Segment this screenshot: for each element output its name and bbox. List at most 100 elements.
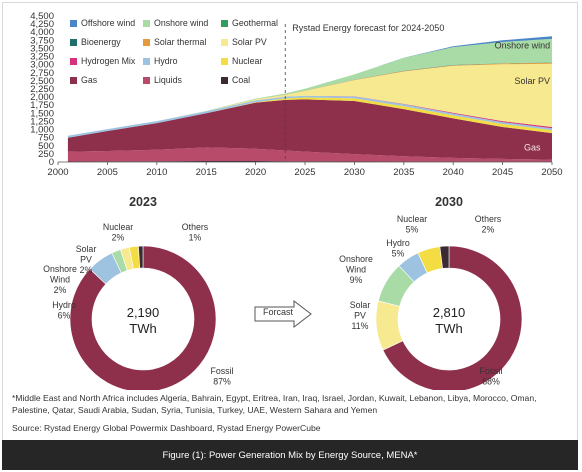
y-tick-label: 4,250 [30, 19, 54, 30]
donut-label-solar-pv: PV [80, 255, 92, 265]
donut-label-others: Others [182, 222, 209, 232]
donut-label-hydro: 6% [58, 311, 71, 321]
y-tick-label: 3,500 [30, 43, 54, 54]
y-tick-label: 750 [38, 133, 54, 144]
donut-label-nuclear: Nuclear [397, 214, 427, 224]
donut-label-others: Others [475, 214, 502, 224]
donut-label-solar-pv: 11% [352, 321, 369, 331]
x-tick-label: 2010 [146, 167, 167, 178]
y-tick-label: 4,500 [30, 11, 54, 22]
area-series-liquids [67, 147, 553, 162]
donut-label-solar-pv: 2% [80, 265, 93, 275]
x-tick-label: 2030 [344, 167, 365, 178]
forecast-arrow [254, 300, 312, 328]
y-tick-label: 0 [49, 157, 54, 168]
donut-label-nuclear: 5% [406, 225, 419, 235]
figure-caption: Figure (1): Power Generation Mix by Ener… [2, 440, 578, 470]
donut-label-fossil: 68% [482, 377, 500, 387]
donut-label-solar-pv: PV [354, 311, 366, 321]
legend-label-bioenergy: Bioenergy [81, 37, 121, 47]
legend-label-solar-thermal: Solar thermal [154, 37, 206, 47]
legend-swatch-coal [221, 77, 228, 84]
x-tick-label: 2050 [541, 167, 562, 178]
y-tick-label: 3,750 [30, 35, 54, 46]
donut-center-unit: TWh [129, 321, 156, 336]
legend-label-coal: Coal [232, 75, 250, 85]
donut-label-others: 1% [189, 233, 202, 243]
donut-label-solar-pv: Solar [350, 300, 371, 310]
donut-label-fossil: 87% [213, 377, 231, 387]
y-tick-label: 2,500 [30, 76, 54, 87]
legend-label-gas: Gas [81, 75, 98, 85]
area-label-onshore-wind: Onshore wind [495, 40, 551, 50]
forecast-arrow-label: Forcast [263, 307, 294, 317]
legend-swatch-solar-pv [221, 39, 228, 46]
x-tick-label: 2045 [492, 167, 513, 178]
donut-label-solar-pv: Solar [76, 244, 97, 254]
legend-label-solar-pv: Solar PV [232, 37, 267, 47]
donut-slice-fossil [382, 245, 523, 390]
donut-center-value: 2,190 [127, 305, 160, 320]
legend-swatch-hydro [143, 58, 150, 65]
y-tick-label: 500 [38, 141, 54, 152]
donut-chart-2023: 2023Fossil87%Hydro6%OnshoreWind2%SolarPV… [43, 195, 234, 390]
x-tick-label: 2005 [97, 167, 118, 178]
area-series-onshore-wind [67, 38, 553, 136]
area-label-solar-pv: Solar PV [514, 76, 550, 86]
donut-center-unit: TWh [435, 321, 462, 336]
donut-title: 2030 [435, 195, 463, 209]
y-tick-label: 2,000 [30, 92, 54, 103]
donut-slice-fossil [69, 245, 217, 390]
legend-swatch-bioenergy [70, 39, 77, 46]
area-chart: 02505007501,0001,2501,5001,7502,0002,250… [30, 11, 562, 178]
donut-label-hydro: Hydro [52, 300, 76, 310]
legend-swatch-gas [70, 77, 77, 84]
y-tick-label: 1,750 [30, 100, 54, 111]
y-tick-label: 250 [38, 149, 54, 160]
donut-slice-solar-pv [375, 300, 404, 351]
figure-caption-text: Figure (1): Power Generation Mix by Ener… [162, 449, 418, 461]
x-tick-label: 2035 [393, 167, 414, 178]
donut-label-onshore-wind: Wind [346, 265, 366, 275]
area-label-gas: Gas [524, 143, 541, 153]
donut-label-onshore-wind: 2% [54, 285, 67, 295]
legend-label-liquids: Liquids [154, 75, 182, 85]
y-tick-label: 1,000 [30, 125, 54, 136]
donut-label-onshore-wind: Onshore [43, 264, 77, 274]
legend-swatch-nuclear [221, 58, 228, 65]
x-tick-label: 2025 [294, 167, 315, 178]
area-series-gas [67, 99, 553, 160]
donut-label-onshore-wind: 9% [350, 275, 363, 285]
source-note: Source: Rystad Energy Global Powermix Da… [12, 423, 321, 433]
donut-slice-others [138, 245, 144, 269]
legend-label-onshore-wind: Onshore wind [154, 18, 208, 28]
area-series-solar-pv [67, 63, 553, 136]
donut-label-others: 2% [482, 225, 495, 235]
area-series-nuclear [67, 97, 553, 138]
donut-label-onshore-wind: Wind [50, 275, 70, 285]
donut-label-hydro: 5% [392, 249, 405, 259]
forecast-label: Rystad Energy forecast for 2024-2050 [292, 23, 444, 33]
legend-label-offshore-wind: Offshore wind [81, 18, 135, 28]
y-tick-label: 2,250 [30, 84, 54, 95]
donut-slice-others [439, 245, 450, 269]
legend-swatch-onshore-wind [143, 20, 150, 27]
x-tick-label: 2015 [196, 167, 217, 178]
donut-title: 2023 [129, 195, 157, 209]
legend-label-nuclear: Nuclear [232, 56, 262, 66]
legend-label-geothermal: Geothermal [232, 18, 278, 28]
legend-swatch-hydrogen-mix [70, 58, 77, 65]
y-tick-label: 1,500 [30, 108, 54, 119]
donut-label-fossil: Fossil [480, 366, 503, 376]
donut-label-nuclear: Nuclear [103, 222, 133, 232]
donut-center-value: 2,810 [433, 305, 466, 320]
donut-label-fossil: Fossil [211, 366, 234, 376]
donut-label-onshore-wind: Onshore [339, 254, 373, 264]
legend-label-hydro: Hydro [154, 56, 178, 66]
donut-label-nuclear: 2% [112, 233, 125, 243]
x-tick-label: 2000 [47, 167, 68, 178]
y-tick-label: 3,250 [30, 52, 54, 63]
legend-swatch-geothermal [221, 20, 228, 27]
y-tick-label: 4,000 [30, 27, 54, 38]
